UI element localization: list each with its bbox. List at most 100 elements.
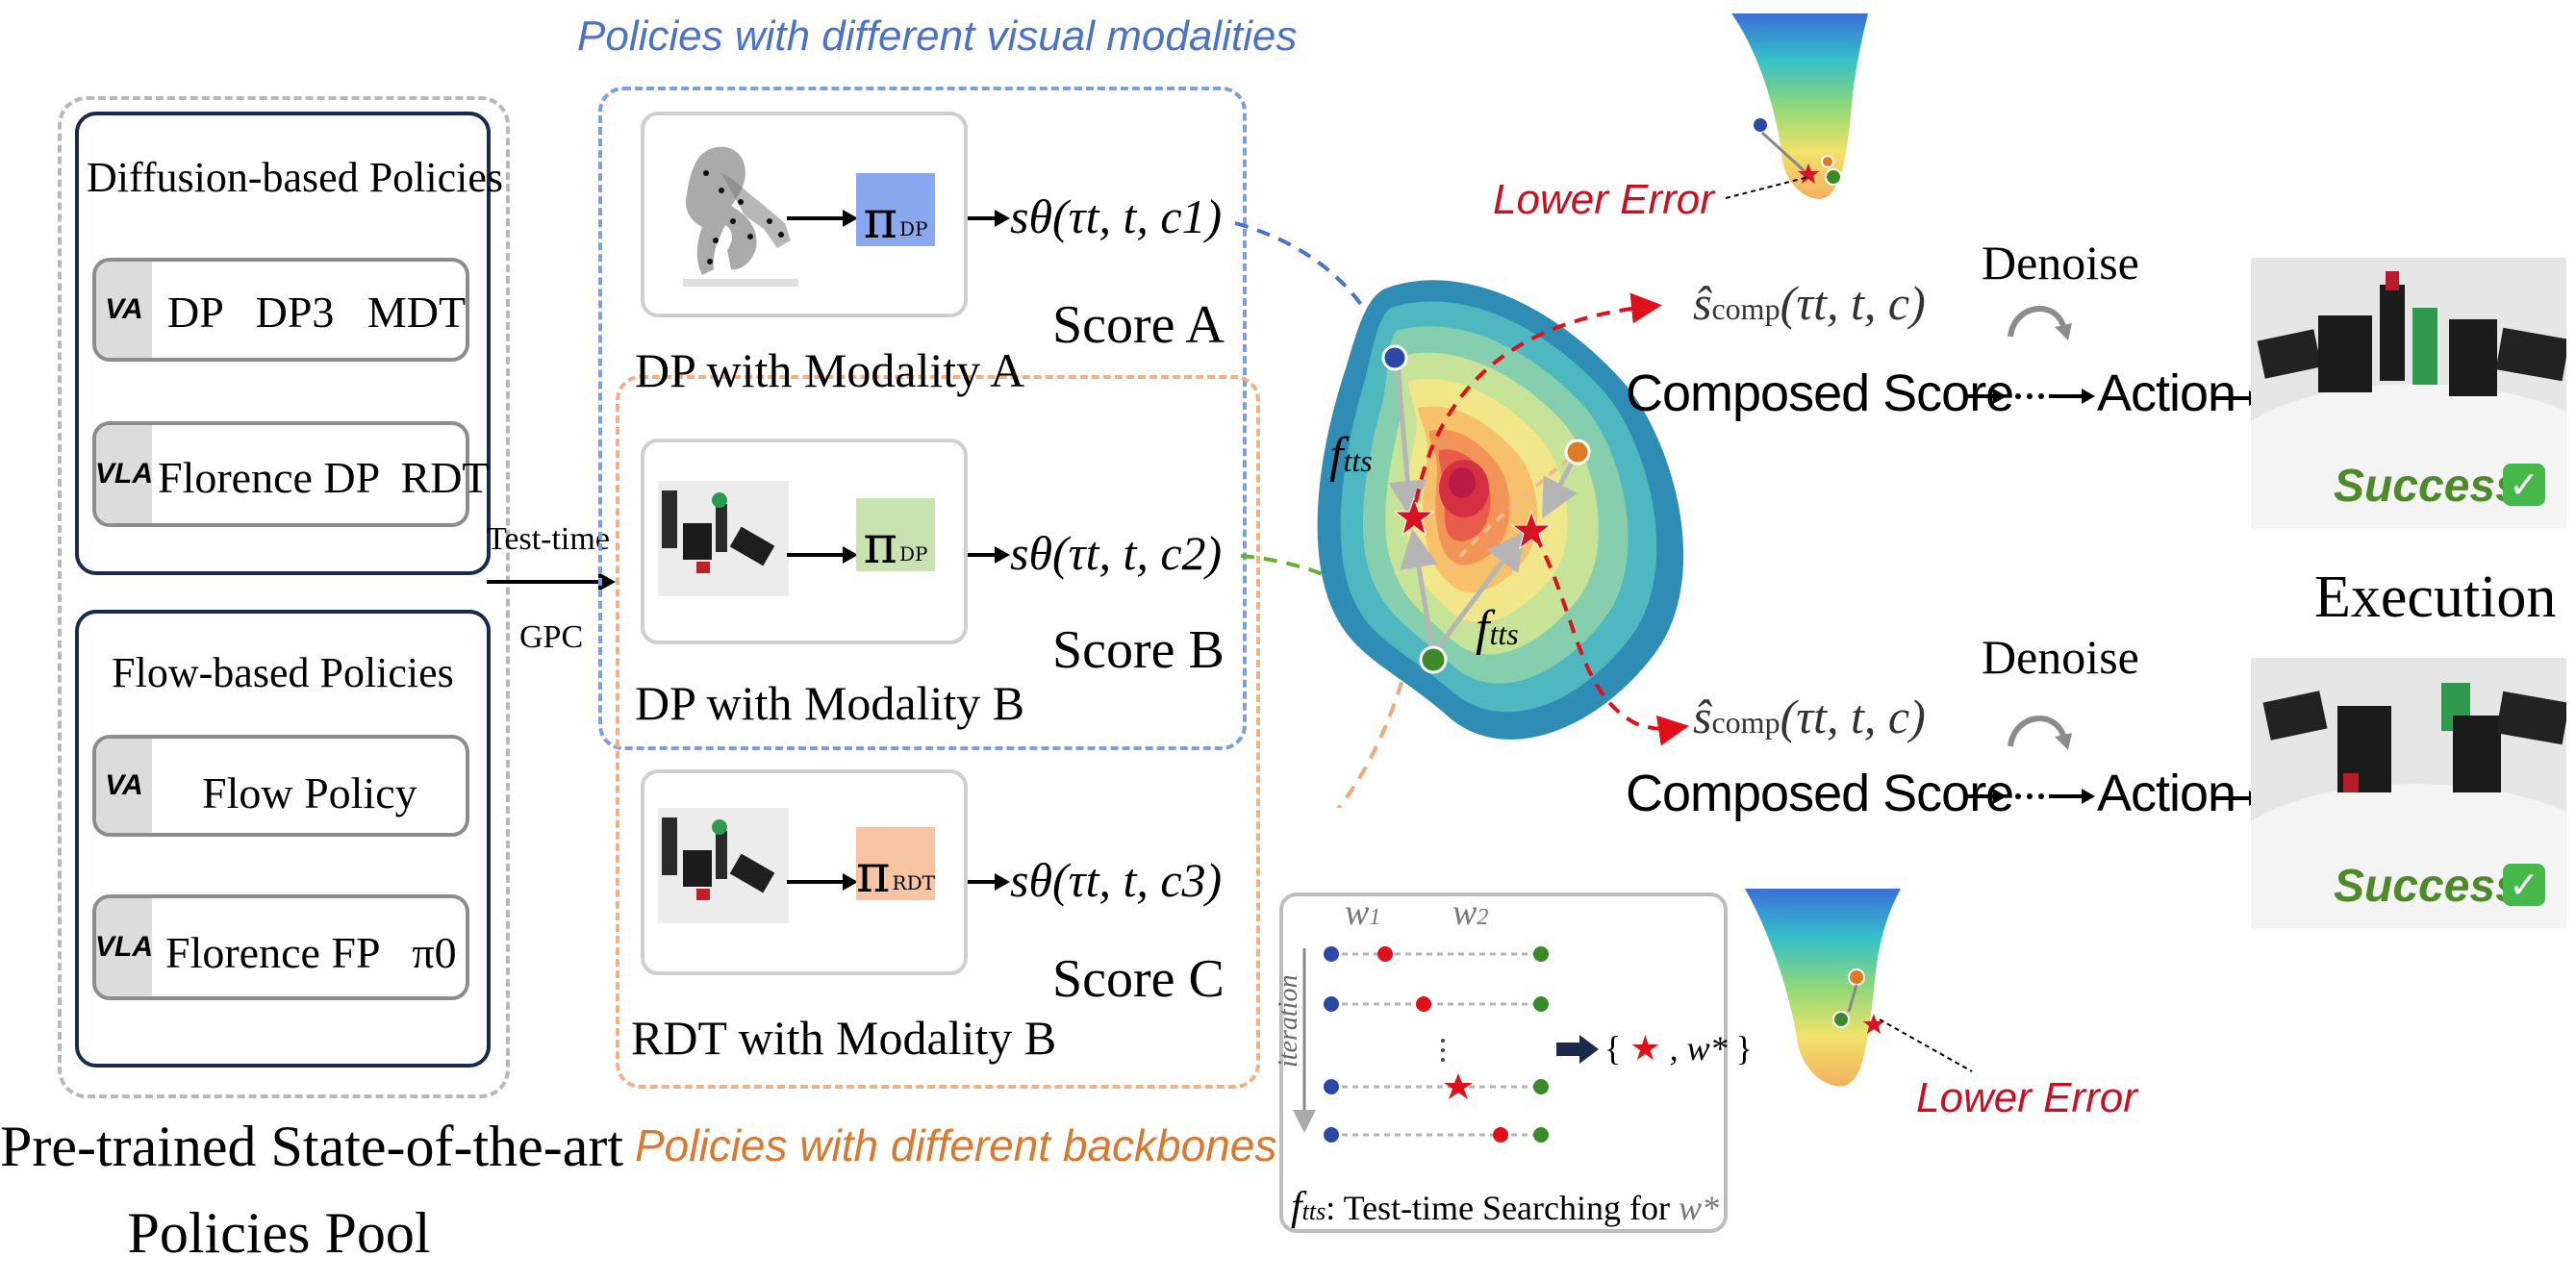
execution-title: Execution bbox=[2314, 565, 2557, 630]
arrow-to-pi-3 bbox=[787, 873, 858, 891]
point-cloud-image bbox=[683, 146, 798, 287]
flow-va-row: VA Flow Policy bbox=[92, 735, 469, 837]
pi-symbol: π bbox=[863, 189, 898, 250]
va-tag: VA bbox=[96, 739, 152, 833]
w-subscript: 2 bbox=[1477, 905, 1489, 930]
ftts-sub: tts bbox=[1489, 616, 1519, 651]
w-symbol: w bbox=[1345, 892, 1370, 933]
pi-symbol: π bbox=[856, 843, 891, 904]
diffusion-va-items: DP DP3 MDT bbox=[167, 288, 467, 337]
test-time-label: Test-time bbox=[487, 521, 610, 557]
w2-label: w2 bbox=[1452, 894, 1488, 931]
score-expr-c: sθ(τt, t, c3) bbox=[1010, 853, 1223, 907]
policy-caption-c: RDT with Modality B bbox=[631, 1011, 1057, 1065]
s-hat-args: (τt, t, c) bbox=[1780, 276, 1926, 330]
backbones-title: Policies with different backbones bbox=[635, 1120, 1277, 1170]
flow-vla-row: VLA Florence FP π0 bbox=[92, 894, 469, 1000]
vla-tag: VLA bbox=[95, 425, 153, 523]
robot-scene-image-c bbox=[658, 808, 789, 923]
error-bowl-lower bbox=[1745, 889, 1901, 1087]
s-hat-args: (τt, t, c) bbox=[1780, 690, 1926, 743]
vector-c-dashed bbox=[1441, 456, 1572, 579]
pool-title-line2: Policies Pool bbox=[127, 1201, 431, 1265]
flow-va-items: Flow Policy bbox=[202, 768, 417, 817]
contour-field bbox=[1317, 280, 1684, 740]
policy-caption-a: DP with Modality A bbox=[635, 343, 1025, 397]
diffusion-policies-group bbox=[75, 112, 491, 575]
arrow-to-score-1 bbox=[968, 210, 1010, 227]
denoise-arrow-upper bbox=[2008, 305, 2072, 340]
s-hat: ŝ bbox=[1693, 690, 1712, 743]
connector-score-c bbox=[1336, 672, 1406, 808]
execution-image-lower: Success ✓ bbox=[2251, 658, 2566, 929]
flow-vla-items: Florence FP π0 bbox=[165, 928, 457, 977]
execution-image-upper: Success ✓ bbox=[2251, 258, 2566, 529]
diffusion-vla-items: Florence DP RDT bbox=[158, 453, 490, 502]
search-result: { ★ , w* } bbox=[1604, 1031, 1753, 1067]
s-hat: ŝ bbox=[1693, 276, 1712, 330]
composed-to-action-upper bbox=[1966, 389, 2095, 404]
w-symbol: w bbox=[1452, 892, 1477, 933]
vla-tag: VLA bbox=[95, 898, 153, 996]
score-label-c: Score C bbox=[1052, 949, 1225, 1009]
policy-caption-b: DP with Modality B bbox=[635, 676, 1025, 730]
arrow-to-pi-2 bbox=[787, 546, 858, 564]
result-w-star: , w* bbox=[1669, 1029, 1728, 1068]
composed-to-action-lower bbox=[1966, 789, 2095, 804]
success-label-lower: Success bbox=[2334, 861, 2521, 912]
caption-f: f bbox=[1291, 1185, 1302, 1229]
s-hat-sub: comp bbox=[1711, 291, 1780, 326]
node-score-b bbox=[1419, 645, 1448, 674]
flow-policies-group bbox=[75, 610, 491, 1068]
caption-sub: tts bbox=[1301, 1197, 1326, 1225]
pi-dp-block-b: π DP bbox=[856, 498, 935, 571]
node-score-a bbox=[1381, 344, 1408, 371]
pi-dp-block-a: π DP bbox=[856, 173, 935, 246]
diffusion-vla-row: VLA Florence DP RDT bbox=[92, 421, 490, 527]
score-landscape bbox=[1234, 221, 1689, 808]
arrow-to-score-3 bbox=[968, 873, 1010, 891]
gpc-label: GPC bbox=[519, 619, 584, 655]
search-iterations bbox=[1293, 946, 1549, 1143]
va-tag: VA bbox=[96, 262, 152, 358]
lower-error-upper: Lower Error bbox=[1493, 176, 1714, 223]
pi-symbol: π bbox=[863, 515, 898, 575]
success-check-icon-upper: ✓ bbox=[2503, 464, 2545, 506]
score-label-a: Score A bbox=[1052, 295, 1225, 355]
w-subscript: 1 bbox=[1369, 905, 1381, 930]
denoise-label-upper: Denoise bbox=[1982, 236, 2139, 289]
test-time-search-panel bbox=[1279, 892, 1728, 1233]
score-label-b: Score B bbox=[1052, 620, 1225, 680]
diffusion-va-row: VA DP DP3 MDT bbox=[92, 258, 469, 362]
score-expr-a: sθ(τt, t, c1) bbox=[1010, 189, 1223, 243]
modalities-title: Policies with different visual modalitie… bbox=[577, 13, 1298, 60]
red-star-1 bbox=[1393, 496, 1435, 537]
caption-w: w* bbox=[1678, 1189, 1719, 1227]
vector-b-2 bbox=[1431, 531, 1526, 656]
composed-score-upper: Composed Score bbox=[1626, 364, 2014, 422]
denoise-arrow-lower bbox=[2008, 715, 2072, 750]
w1-label: w1 bbox=[1345, 894, 1380, 931]
denoise-label-lower: Denoise bbox=[1982, 630, 2139, 684]
test-time-gpc-arrow bbox=[487, 572, 616, 591]
red-arrow-lower bbox=[1533, 534, 1689, 746]
error-bowl-upper bbox=[1731, 13, 1868, 199]
ftts-sub: tts bbox=[1343, 443, 1373, 478]
ftts-f: f bbox=[1476, 601, 1490, 656]
success-label-upper: Success bbox=[2334, 461, 2521, 512]
flow-policies-title: Flow-based Policies bbox=[112, 649, 454, 696]
iteration-label: iteration bbox=[1274, 974, 1303, 1068]
s-hat-comp-upper: ŝcomp(τt, t, c) bbox=[1693, 279, 1926, 327]
red-arrow-upper bbox=[1414, 292, 1662, 503]
pi-subscript: DP bbox=[899, 217, 928, 240]
arrow-to-score-2 bbox=[968, 546, 1010, 564]
search-caption: ftts: Test-time Searching for w* bbox=[1291, 1187, 1719, 1227]
lower-error-lower-leader bbox=[1879, 1018, 1973, 1072]
node-score-c bbox=[1564, 439, 1591, 465]
policy-card-dp-a bbox=[641, 112, 968, 317]
lower-error-upper-leader bbox=[1725, 176, 1809, 199]
ftts-label-upper: ftts bbox=[1329, 431, 1373, 481]
policies-pool-panel bbox=[58, 96, 510, 1098]
diffusion-policies-title: Diffusion-based Policies bbox=[87, 154, 504, 201]
caption-text: : Test-time Searching for bbox=[1326, 1189, 1679, 1227]
